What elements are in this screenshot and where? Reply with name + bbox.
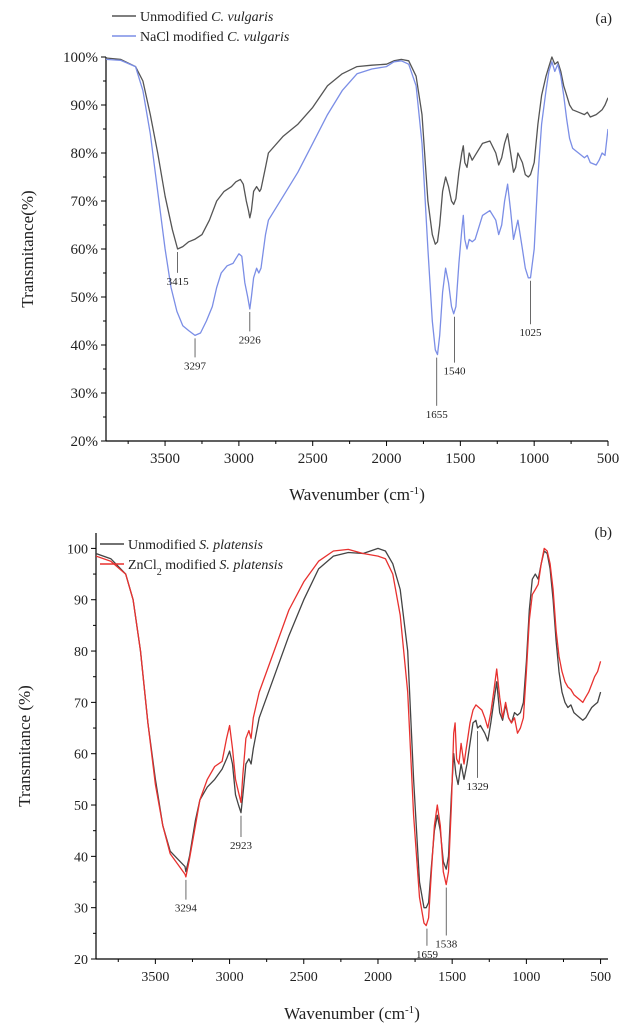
y-tick-label: 80% (71, 146, 99, 162)
x-tick-label: 3500 (150, 451, 180, 467)
panel-label: (b) (595, 525, 613, 541)
y-tick-label: 70 (74, 696, 88, 711)
annotation-label: 1538 (435, 938, 458, 950)
panel-label: (a) (595, 11, 612, 27)
annotation-label: 3294 (175, 903, 198, 915)
chart-panel-b: 20 30 40 50 60 70 80 90 100 3500 3000 2500 2000 1500 1… (15, 525, 612, 1023)
annotation-label: 1329 (467, 781, 490, 793)
y-tick-label: 30 (74, 902, 88, 917)
annotation-label: 2923 (230, 840, 253, 852)
y-tick-label: 90% (71, 98, 99, 114)
legend-label: Unmodified S. platensis (128, 538, 263, 553)
y-tick-label: 50 (74, 799, 88, 814)
x-tick-label: 500 (597, 451, 620, 467)
x-tick-label: 3000 (216, 970, 244, 985)
y-tick-label: 60% (71, 242, 99, 258)
y-tick-label: 40% (71, 338, 99, 354)
annotation-label: 1025 (519, 327, 542, 339)
x-tick-label: 1000 (512, 970, 540, 985)
y-tick-label: 80 (74, 645, 88, 660)
y-tick-label: 50% (71, 290, 99, 306)
series-line-2 (96, 547, 602, 927)
y-tick-label: 100 (67, 542, 88, 557)
annotation-label: 1659 (416, 949, 439, 961)
legend-label: NaCl modified C. vulgaris (140, 30, 290, 45)
y-tick-label: 20 (74, 953, 88, 968)
x-tick-label: 1500 (438, 970, 466, 985)
x-tick-label: 2500 (298, 451, 328, 467)
series-line-1 (96, 547, 602, 909)
y-tick-label: 20% (71, 434, 99, 450)
y-axis-label: Transmitance(%) (18, 190, 37, 307)
x-tick-label: 500 (590, 970, 611, 985)
legend-label: Unmodified C. vulgaris (140, 10, 274, 25)
x-axis-label: Wavenumber (cm-1) (289, 485, 425, 504)
annotation-label: 3297 (184, 360, 207, 372)
x-tick-label: 2000 (372, 451, 402, 467)
series-line-2 (106, 58, 608, 356)
x-tick-label: 3000 (224, 451, 254, 467)
series-line-1 (106, 56, 608, 250)
y-tick-label: 100% (63, 50, 98, 66)
annotation-label: 1655 (426, 409, 449, 421)
y-tick-label: 90 (74, 594, 88, 609)
y-axis-label: Transmitance (%) (15, 685, 34, 807)
annotation-label: 3415 (167, 276, 190, 288)
y-tick-label: 70% (71, 194, 99, 210)
x-tick-label: 2500 (290, 970, 318, 985)
x-tick-label: 1500 (445, 451, 475, 467)
chart-panel-a: 20% 30% 40% 50% 60% 70% 80% 90% 100% 3500 3000 2500… (18, 10, 619, 504)
y-tick-label: 60 (74, 748, 88, 763)
x-tick-label: 2000 (364, 970, 392, 985)
x-tick-label: 3500 (141, 970, 169, 985)
x-tick-label: 1000 (519, 451, 549, 467)
legend-label: ZnCl2 modified S. platensis (128, 558, 284, 578)
annotation-label: 2926 (239, 334, 262, 346)
annotation-label: 1540 (443, 366, 466, 378)
y-tick-label: 30% (71, 386, 99, 402)
x-axis-label: Wavenumber (cm-1) (284, 1004, 420, 1023)
y-tick-label: 40 (74, 850, 88, 865)
